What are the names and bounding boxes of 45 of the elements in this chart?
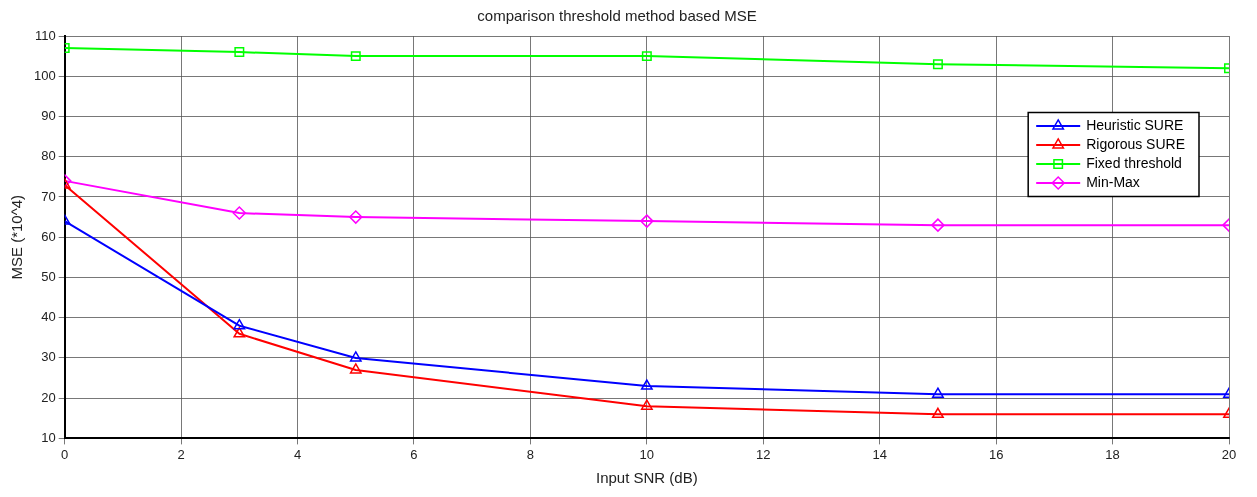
y-tick-label: 100 (33, 67, 56, 83)
y-tick-label: 50 (41, 269, 56, 285)
point (233, 318, 246, 330)
point (232, 206, 247, 220)
y-tick-label: 70 (41, 188, 56, 204)
point (641, 51, 652, 62)
x-tick-label: 12 (756, 446, 771, 462)
x-tick-label: 18 (1105, 446, 1120, 462)
x-tick-label: 0 (61, 446, 69, 462)
x-axis-title: Input SNR (dB) (595, 469, 698, 487)
y-tick-label: 90 (41, 108, 56, 124)
y-tick-label: 110 (34, 27, 56, 43)
legend-label: Heuristic SURE (1086, 116, 1184, 133)
y-tick-label: 60 (41, 228, 56, 244)
point (931, 407, 944, 419)
y-tick-label: 30 (41, 349, 56, 365)
point (931, 387, 944, 398)
point (932, 59, 943, 70)
x-tick-label: 8 (526, 446, 535, 462)
y-tick-label: 40 (41, 309, 56, 325)
y-axis-title: MSE (*10^4) (8, 194, 26, 280)
legend-label: Min-Max (1086, 173, 1140, 190)
y-tick-label: 10 (41, 429, 56, 445)
point (931, 218, 945, 232)
point (640, 214, 654, 228)
x-tick-label: 2 (177, 446, 185, 462)
y-tick-label: 80 (41, 148, 56, 164)
legend-label: Rigorous SURE (1086, 135, 1186, 152)
x-tick-label: 4 (293, 446, 302, 462)
point (640, 399, 653, 410)
point (349, 210, 363, 224)
x-tick-label: 14 (872, 446, 887, 462)
x-tick-label: 6 (410, 446, 418, 462)
point (350, 51, 361, 62)
point (233, 327, 246, 338)
point (349, 351, 362, 362)
x-tick-label: 16 (988, 446, 1004, 462)
y-tick-label: 20 (41, 389, 56, 405)
x-tick-label: 20 (1221, 446, 1237, 462)
point (349, 363, 362, 374)
point (640, 379, 653, 390)
legend-label: Fixed threshold (1086, 154, 1182, 171)
chart-title: comparison threshold method based MSE (477, 7, 757, 25)
x-tick-label: 10 (639, 446, 655, 462)
point (234, 47, 245, 58)
